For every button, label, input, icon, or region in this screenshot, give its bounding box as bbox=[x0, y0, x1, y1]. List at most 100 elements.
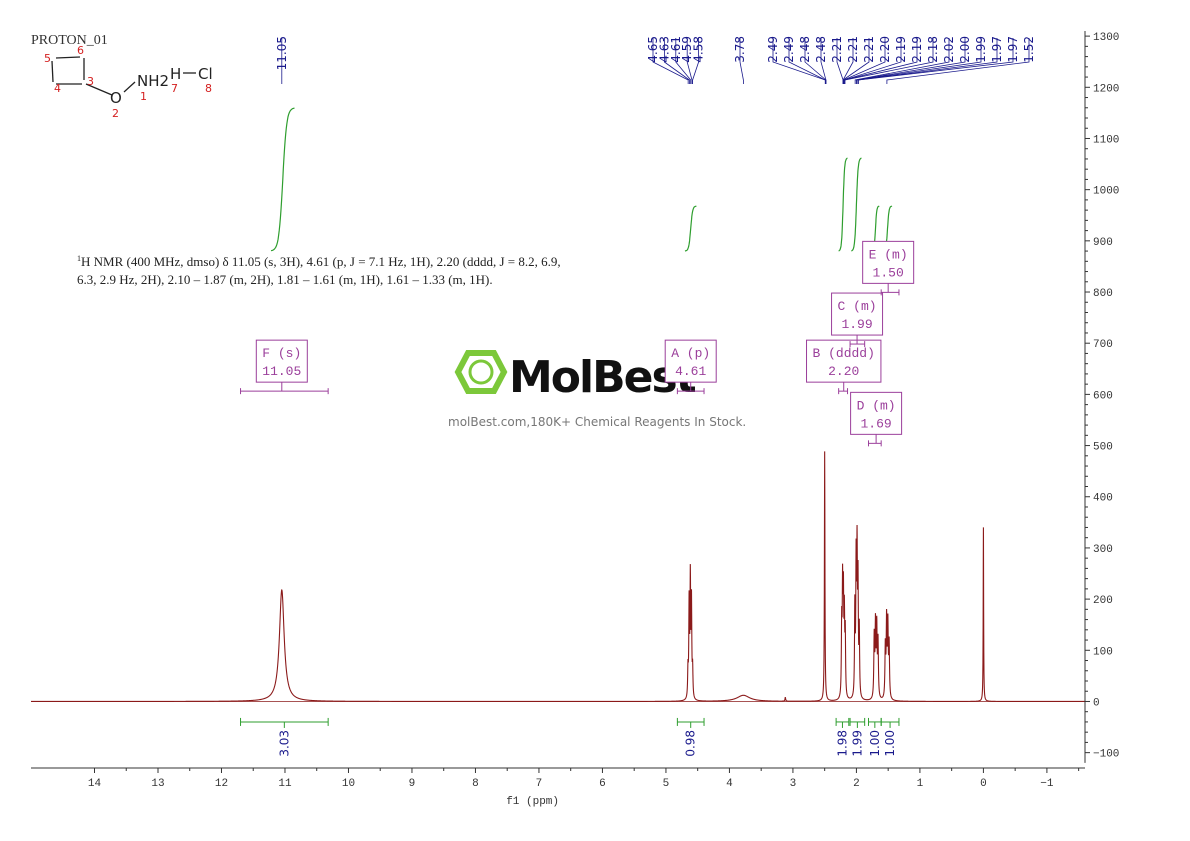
atom-number-c5: 5 bbox=[44, 52, 51, 65]
integral-curve bbox=[851, 157, 862, 252]
molecule-structure: O NH2 H Cl 2 1 7 8 3 4 5 6 bbox=[44, 44, 213, 120]
integral-value: 1.98 bbox=[835, 730, 849, 757]
multiplet-label: D (m) bbox=[857, 398, 896, 413]
multiplet-label: A (p) bbox=[671, 346, 710, 361]
multiplet-label: E (m) bbox=[869, 247, 908, 262]
multiplet-shift: 1.99 bbox=[841, 317, 872, 332]
x-tick-label: 3 bbox=[790, 778, 797, 790]
atom-number-c6: 6 bbox=[77, 44, 84, 57]
ring-bond bbox=[55, 56, 81, 59]
atom-number-cl: 8 bbox=[205, 82, 212, 95]
watermark-tagline: molBest.com,180K+ Chemical Reagents In S… bbox=[448, 415, 746, 429]
integral-value: 1.00 bbox=[883, 730, 897, 757]
multiplet-label: C (m) bbox=[838, 299, 877, 314]
atom-oxygen: O bbox=[110, 89, 122, 107]
y-axis: −100 0 100 200 300 400 500 600 700 800 900 1000 1100… bbox=[1084, 31, 1119, 763]
atom-hydrogen: H bbox=[170, 65, 181, 83]
multiplet-label: F (s) bbox=[262, 346, 301, 361]
x-tick-label: 2 bbox=[853, 778, 860, 790]
spectrum-line bbox=[31, 451, 1085, 702]
molbest-logo-icon bbox=[454, 350, 508, 394]
peak-label-leader bbox=[856, 38, 966, 84]
y-tick-label: 300 bbox=[1093, 544, 1113, 556]
x-axis: 14 13 12 11 10 9 8 7 6 5 4 3 2 1 0 −1 bbox=[31, 767, 1085, 790]
peak-label-leader bbox=[675, 38, 692, 84]
peak-label-leader bbox=[820, 38, 827, 84]
nmr-superscript: 1 bbox=[77, 254, 81, 263]
x-tick-label: 8 bbox=[472, 778, 479, 790]
y-tick-label: 200 bbox=[1093, 595, 1113, 607]
y-tick-label: 700 bbox=[1093, 339, 1113, 351]
atom-number-h: 7 bbox=[171, 82, 178, 95]
integral-group: 3.03 0.98 1.98 1.99 1.00 1.00 bbox=[240, 107, 900, 757]
integral-value: 3.03 bbox=[277, 730, 291, 757]
y-tick-label: 1200 bbox=[1093, 83, 1119, 95]
peak-label-leader bbox=[692, 38, 699, 84]
y-tick-label: 1100 bbox=[1093, 134, 1119, 146]
peak-label-leader bbox=[844, 38, 934, 84]
x-tick-label: 6 bbox=[599, 778, 606, 790]
y-tick-label: 600 bbox=[1093, 390, 1113, 402]
multiplet-box bbox=[862, 240, 915, 284]
multiplet-label: B (dddd) bbox=[813, 346, 875, 361]
atom-number-n: 1 bbox=[140, 90, 147, 103]
peak-label-group: 11.05 4.654.634.614.594.58 3.78 2.49 2.49 2.4… bbox=[275, 36, 1036, 84]
x-tick-label: 7 bbox=[536, 778, 543, 790]
peak-label-leader bbox=[788, 38, 826, 84]
integral-curve bbox=[270, 107, 295, 252]
atom-number-c3: 3 bbox=[87, 75, 94, 88]
peak-label-leader bbox=[664, 38, 690, 84]
peak-label-leader bbox=[857, 38, 1014, 84]
multiplet-box bbox=[806, 339, 882, 383]
x-tick-label: 11 bbox=[278, 778, 292, 790]
y-tick-label: 500 bbox=[1093, 442, 1113, 454]
atom-nh2: NH2 bbox=[137, 72, 169, 90]
x-tick-label: 1 bbox=[917, 778, 924, 790]
multiplet-shift: 2.20 bbox=[828, 364, 859, 379]
nmr-summary-line-1: 1H NMR (400 MHz, dmso) δ 11.05 (s, 3H), … bbox=[77, 254, 561, 269]
nmr-summary-text-1: H NMR (400 MHz, dmso) δ 11.05 (s, 3H), 4… bbox=[81, 254, 561, 269]
peak-label-leader bbox=[739, 38, 744, 84]
peak-label-leader bbox=[652, 38, 689, 84]
peak-label-leader bbox=[843, 38, 886, 84]
y-tick-label: −100 bbox=[1093, 749, 1119, 761]
ring-o-bond bbox=[85, 83, 113, 96]
y-tick-label: 1000 bbox=[1093, 186, 1119, 198]
multiplet-group: F (s) 11.05 A (p) 4.61 B (dddd) 2.20 C (m) 1.99… bbox=[240, 240, 915, 447]
integral-value: 1.00 bbox=[868, 730, 882, 757]
multiplet-shift: 1.50 bbox=[873, 265, 904, 280]
multiplet-box bbox=[255, 339, 308, 383]
peak-label-leader bbox=[843, 38, 918, 84]
multiplet-box bbox=[850, 391, 903, 435]
multiplet-shift: 1.69 bbox=[860, 416, 891, 431]
y-tick-label: 100 bbox=[1093, 646, 1113, 658]
peak-label-leader bbox=[886, 38, 1030, 84]
integral-value: 1.99 bbox=[850, 730, 864, 757]
x-tick-label: 13 bbox=[151, 778, 164, 790]
x-tick-label: 5 bbox=[663, 778, 670, 790]
atom-number-o: 2 bbox=[112, 107, 119, 120]
nmr-summary-line-2: 6.3, 2.9 Hz, 2H), 2.10 – 1.87 (m, 2H), 1… bbox=[77, 272, 493, 287]
x-tick-label: 10 bbox=[342, 778, 355, 790]
ring-bond bbox=[51, 60, 54, 83]
atom-number-c4: 4 bbox=[54, 82, 61, 95]
experiment-label: PROTON_01 bbox=[31, 33, 108, 48]
x-tick-label: 4 bbox=[726, 778, 733, 790]
x-tick-label: −1 bbox=[1040, 778, 1054, 790]
y-tick-label: 1300 bbox=[1093, 32, 1119, 44]
integral-curve bbox=[838, 157, 848, 252]
y-tick-label: 800 bbox=[1093, 288, 1113, 300]
x-axis-label: f1 (ppm) bbox=[506, 796, 559, 808]
x-tick-label: 9 bbox=[409, 778, 416, 790]
peak-label-leader bbox=[854, 38, 950, 84]
atom-chlorine: Cl bbox=[198, 65, 213, 83]
multiplet-shift: 4.61 bbox=[675, 364, 706, 379]
x-tick-label: 12 bbox=[215, 778, 228, 790]
x-tick-label: 14 bbox=[88, 778, 102, 790]
y-tick-label: 400 bbox=[1093, 493, 1113, 505]
integral-curve bbox=[684, 205, 697, 252]
y-tick-label: 0 bbox=[1093, 697, 1100, 709]
o-n-bond bbox=[123, 81, 136, 93]
integral-value: 0.98 bbox=[684, 730, 698, 757]
